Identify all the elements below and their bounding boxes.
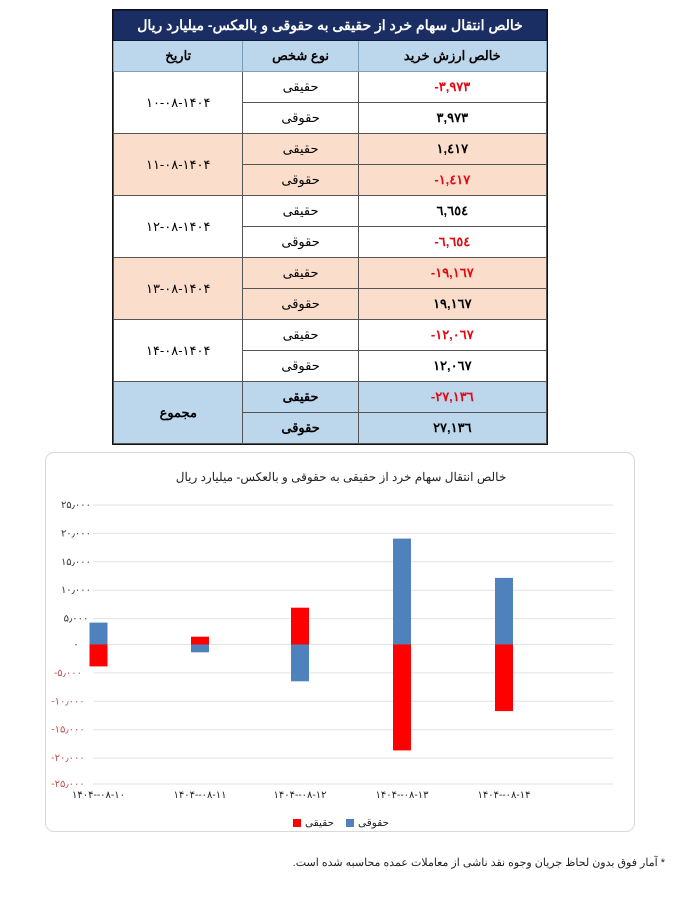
svg-text:۵٫۰۰۰: ۵٫۰۰۰: [64, 614, 89, 625]
svg-text:۲۰٫۰۰۰-: ۲۰٫۰۰۰-: [51, 753, 84, 764]
svg-text:۵٫۰۰۰-: ۵٫۰۰۰-: [54, 668, 82, 679]
svg-text:۱۰٫۰۰۰-: ۱۰٫۰۰۰-: [51, 696, 84, 707]
svg-text:۱۰٫۰۰۰: ۱۰٫۰۰۰: [61, 585, 91, 596]
svg-text:۰: ۰: [73, 640, 78, 651]
svg-text:۲۵٫۰۰۰: ۲۵٫۰۰۰: [61, 500, 91, 511]
svg-text:۱۵٫۰۰۰: ۱۵٫۰۰۰: [61, 557, 91, 568]
svg-text:۱۴۰۴--۰۸-۱۱: ۱۴۰۴--۰۸-۱۱: [174, 790, 227, 801]
svg-text:خالص انتقال سهام خرد از حقیقی: خالص انتقال سهام خرد از حقیقی به حقوقی و…: [176, 470, 507, 484]
svg-text:۱۴۰۴--۰۸-۱۴: ۱۴۰۴--۰۸-۱۴: [478, 790, 531, 801]
svg-text:۲۵٫۰۰۰-: ۲۵٫۰۰۰-: [51, 779, 84, 790]
svg-text:۲۰٫۰۰۰: ۲۰٫۰۰۰: [61, 528, 91, 539]
svg-text:۱۵٫۰۰۰-: ۱۵٫۰۰۰-: [51, 725, 84, 736]
svg-text:۱۴۰۴--۰۸-۱۲: ۱۴۰۴--۰۸-۱۲: [274, 790, 327, 801]
svg-text:۱۴۰۴--۰۸-۱۰: ۱۴۰۴--۰۸-۱۰: [72, 790, 125, 801]
svg-text:۱۴۰۴--۰۸-۱۳: ۱۴۰۴--۰۸-۱۳: [376, 790, 430, 801]
